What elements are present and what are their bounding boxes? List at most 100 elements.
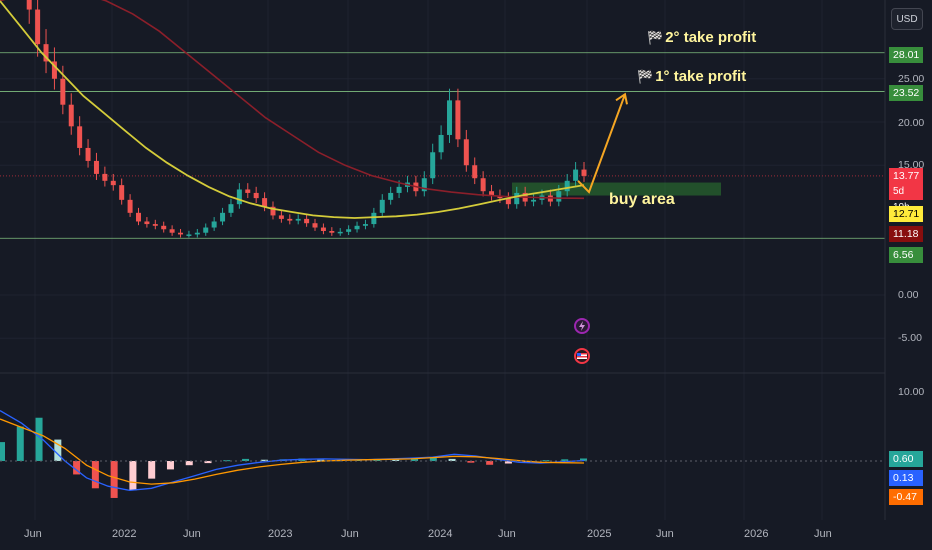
- time-tick: Jun: [183, 528, 201, 540]
- last-price-badge: 13.77: [889, 168, 923, 184]
- candle-body: [514, 192, 520, 205]
- candle-body: [77, 126, 83, 148]
- time-tick: 2024: [428, 528, 453, 540]
- macd-line-badge: 0.13: [889, 470, 923, 486]
- time-tick: Jun: [814, 528, 832, 540]
- candle-body: [68, 104, 74, 127]
- candle-body: [312, 223, 318, 228]
- us-flag-glyph: [577, 353, 587, 359]
- candle-body: [472, 165, 478, 179]
- support-badge: 6.56: [889, 247, 923, 263]
- candle-body: [102, 173, 108, 181]
- us-flag-icon[interactable]: [574, 348, 590, 364]
- signal-line: [0, 418, 585, 485]
- candle-body: [388, 192, 394, 200]
- macd-hist-bar: [260, 459, 268, 461]
- candle-body: [489, 191, 495, 196]
- candle-body: [26, 0, 32, 10]
- macd-hist-bar: [429, 457, 437, 461]
- candle-body: [186, 234, 192, 236]
- macd-hist-bar: [317, 459, 325, 461]
- macd-hist-bar: [561, 459, 569, 461]
- time-tick: Jun: [498, 528, 516, 540]
- candle-body: [304, 218, 310, 224]
- macd-hist-bar: [467, 461, 475, 463]
- time-tick: Jun: [656, 528, 674, 540]
- price-tick: 0.00: [898, 289, 919, 301]
- time-tick: Jun: [341, 528, 359, 540]
- macd-hist-bar: [504, 461, 512, 464]
- lightning-glyph: [579, 321, 585, 331]
- candle-body: [152, 224, 158, 226]
- candle-body: [253, 192, 259, 199]
- macd-tick: 10.00: [898, 386, 925, 398]
- candle-body: [245, 189, 251, 193]
- macd-hist-bar: [392, 459, 400, 461]
- candle-body: [573, 169, 579, 181]
- candle-body: [169, 229, 175, 233]
- candle-body: [110, 180, 116, 186]
- checkered-flag-icon: 🏁: [647, 30, 664, 45]
- candle-body: [287, 218, 293, 221]
- time-tick: Jun: [24, 528, 42, 540]
- lightning-icon[interactable]: [574, 318, 590, 334]
- candle-body: [278, 215, 284, 219]
- candle-body: [211, 221, 217, 228]
- time-tick: 2026: [744, 528, 769, 540]
- candle-body: [564, 180, 570, 192]
- macd-hist-bar: [148, 461, 156, 479]
- tp2-price-badge: 28.01: [889, 47, 923, 63]
- candle-body: [320, 227, 326, 231]
- candle-body: [236, 189, 242, 205]
- macd-hist-bar: [129, 461, 137, 491]
- candle-body: [127, 199, 133, 213]
- candle-body: [362, 224, 368, 226]
- price-tick: -5.00: [898, 332, 922, 344]
- macd-hist-bar: [0, 442, 5, 461]
- macd-hist-bar: [91, 461, 99, 489]
- candle-body: [43, 44, 49, 62]
- tp2-annotation: 🏁 2° take profit: [647, 29, 757, 46]
- price-tick: 25.00: [898, 73, 925, 85]
- candle-body: [295, 218, 301, 221]
- candle-body: [203, 227, 209, 233]
- ma-slow-badge: 11.18: [889, 226, 923, 242]
- candle-body: [144, 221, 150, 225]
- tp1-price-badge: 23.52: [889, 85, 923, 101]
- currency-button[interactable]: USD: [891, 8, 923, 30]
- macd-hist-bar: [486, 461, 494, 465]
- candle-body: [93, 160, 99, 174]
- candle-body: [531, 199, 537, 202]
- candle-body: [421, 178, 427, 192]
- macd-hist-bar: [16, 426, 24, 461]
- ma-fast-line: [0, 0, 585, 219]
- candles-layer: [26, 0, 587, 238]
- candle-body: [556, 191, 562, 202]
- tp1-annotation: 🏁 1° take profit: [637, 68, 747, 85]
- time-tick: 2022: [112, 528, 137, 540]
- candle-body: [581, 169, 587, 176]
- candle-body: [447, 100, 453, 135]
- checkered-flag-icon: 🏁: [637, 69, 654, 84]
- candle-body: [354, 225, 360, 230]
- macd-hist-bar: [35, 417, 43, 461]
- price-level-lines: [0, 52, 885, 239]
- time-tick: 2023: [268, 528, 293, 540]
- projection-arrow: [577, 92, 628, 194]
- macd-hist-bar: [448, 458, 456, 461]
- candle-body: [270, 206, 276, 216]
- candle-body: [396, 186, 402, 193]
- candle-body: [455, 100, 461, 140]
- candle-body: [60, 78, 66, 105]
- buy-area-zone: [512, 182, 721, 196]
- candle-body: [480, 178, 486, 192]
- countdown-badge: 5d 10h: [889, 184, 923, 213]
- grid-lines: [0, 0, 885, 520]
- candle-body: [220, 212, 226, 222]
- candle-body: [346, 229, 352, 232]
- buy-area-label: buy area: [609, 191, 675, 208]
- macd-hist-badge: 0.60: [889, 451, 923, 467]
- macd-hist-bar: [73, 461, 81, 475]
